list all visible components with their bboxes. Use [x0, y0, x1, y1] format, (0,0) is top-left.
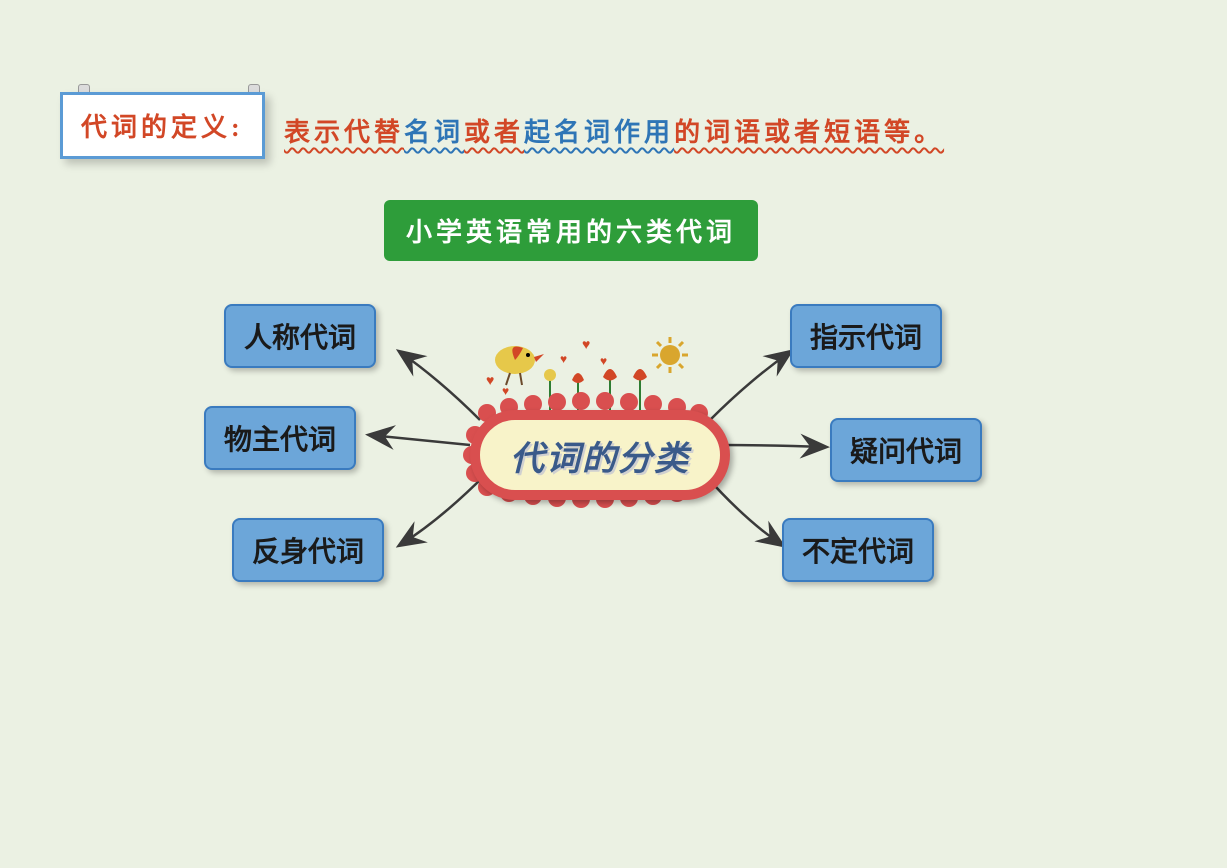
node-label: 物主代词: [224, 424, 336, 455]
node-possessive: 物主代词: [204, 406, 356, 470]
arrow-to-interrogative: [720, 445, 825, 447]
flower-dot-icon: [544, 369, 556, 381]
node-personal: 人称代词: [224, 304, 376, 368]
definition-sentence: 表示代替 名词 或者 起名词作用 的词语或者短语等。: [284, 112, 944, 149]
section-header-text: 小学英语常用的六类代词: [406, 218, 736, 247]
definition-title-box: 代词的定义:: [60, 92, 265, 159]
definition-title-text: 代词的定义:: [81, 113, 244, 142]
heart-icon: ♥: [486, 374, 494, 389]
node-interrogative: 疑问代词: [830, 418, 982, 482]
def-part-4: 的词语或者短语等。: [674, 112, 944, 149]
node-label: 指示代词: [810, 322, 922, 353]
tulip-icon: [603, 369, 617, 381]
def-part-2: 或者: [464, 112, 524, 149]
bird-beak-icon: [534, 354, 544, 362]
bird-leg-icon: [520, 373, 522, 385]
center-node-text: 代词的分类: [510, 431, 690, 480]
tulip-icon: [633, 369, 647, 381]
heart-icon: ♥: [600, 354, 607, 368]
node-label: 人称代词: [244, 322, 356, 353]
bird-eye-icon: [526, 353, 530, 357]
def-part-0: 表示代替: [284, 112, 404, 149]
heart-icon: ♥: [502, 384, 509, 398]
node-indefinite: 不定代词: [782, 518, 934, 582]
heart-icon: ♥: [560, 352, 567, 366]
center-node: 代词的分类: [470, 410, 730, 500]
arrow-to-personal: [400, 352, 480, 420]
heart-icon: ♥: [582, 338, 590, 353]
sun-icon: [652, 337, 688, 373]
def-part-1: 名词: [404, 112, 464, 149]
node-reflexive: 反身代词: [232, 518, 384, 582]
def-part-3: 起名词作用: [524, 112, 674, 149]
node-label: 疑问代词: [850, 436, 962, 467]
tulip-icon: [572, 373, 584, 383]
arrow-to-possessive: [370, 435, 470, 445]
node-demonstrative: 指示代词: [790, 304, 942, 368]
arrow-to-reflexive: [400, 475, 485, 545]
node-label: 不定代词: [802, 536, 914, 567]
node-label: 反身代词: [252, 536, 364, 567]
section-header: 小学英语常用的六类代词: [384, 200, 758, 261]
